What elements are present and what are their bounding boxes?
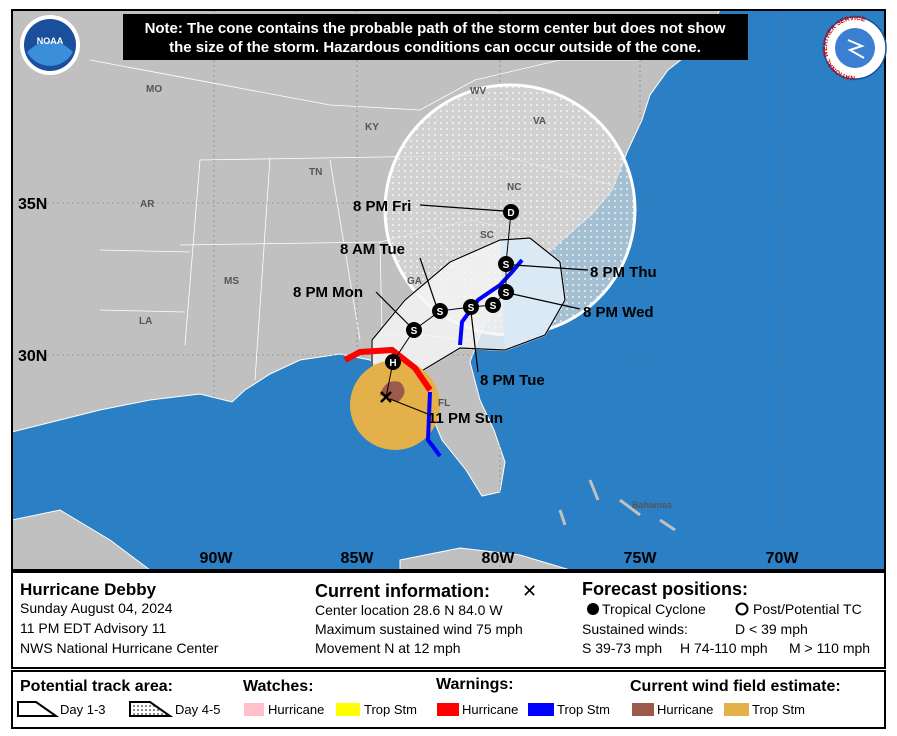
legend-title: Watches: xyxy=(243,678,314,695)
legend-swatch xyxy=(17,701,60,717)
info-panel xyxy=(11,571,886,669)
cone-day-1-3-outline xyxy=(371,237,566,401)
storm-source: NWS National Hurricane Center xyxy=(20,640,219,656)
state-labels: MO KY WV VA TN NC AR SC GA MS LA FL Baha… xyxy=(139,84,672,510)
land-cuba xyxy=(399,547,571,570)
forecast-key-title: Forecast positions: xyxy=(582,579,748,599)
forecast-marker: S xyxy=(490,301,497,312)
current-position xyxy=(380,391,392,403)
forecast-marker: H xyxy=(389,358,396,369)
longitude-label: 80W xyxy=(482,550,516,567)
map xyxy=(12,10,885,570)
key-text: M > 110 mph xyxy=(789,640,870,656)
noaa-logo: NOAA xyxy=(20,15,80,75)
legend-text: Trop Stm xyxy=(364,702,417,717)
storm-advisory: 11 PM EDT Advisory 11 xyxy=(20,620,166,636)
current-info-symbol: ✕ xyxy=(522,581,537,601)
legend-swatch xyxy=(129,701,174,717)
note-text: the size of the storm. Hazardous conditi… xyxy=(169,39,701,56)
legend-title: Current wind field estimate: xyxy=(630,678,841,695)
longitude-label: 75W xyxy=(624,550,658,567)
current-info-line: Maximum sustained wind 75 mph xyxy=(315,621,523,637)
forecast-label: 8 PM Mon xyxy=(293,284,363,301)
current-info-title: Current information: xyxy=(315,581,490,601)
state-label: WV xyxy=(470,86,486,97)
legend-swatch xyxy=(632,703,654,716)
state-label: KY xyxy=(365,122,379,133)
legend-swatch xyxy=(528,703,554,716)
legend-swatch xyxy=(336,703,360,716)
key-text: Tropical Cyclone xyxy=(602,601,706,617)
longitude-label: 90W xyxy=(200,550,234,567)
legend-title: Warnings: xyxy=(436,676,514,693)
forecast-label: 8 PM Tue xyxy=(480,372,545,389)
grid-labels: 35N 30N 90W 85W 80W 75W 70W xyxy=(18,196,799,567)
forecast-label: 8 PM Fri xyxy=(353,198,411,215)
map-border xyxy=(11,9,886,571)
legend-text: Hurricane xyxy=(657,702,713,717)
latitude-label: 35N xyxy=(18,196,47,213)
legend-swatch xyxy=(244,703,264,716)
legend-swatch xyxy=(724,703,749,716)
state-label: SC xyxy=(480,230,494,241)
forecast-points: S S S S S S D H 8 PM Mon 8 AM Tue 8 PM T… xyxy=(293,198,657,427)
tropical-storm-warning-coast xyxy=(458,258,524,346)
islands xyxy=(558,479,676,532)
logo-text: NOAA xyxy=(37,36,64,46)
land-mexico xyxy=(12,509,151,570)
legend-text: Hurricane xyxy=(462,702,518,717)
hurricane-warning xyxy=(343,346,433,392)
forecast-marker: D xyxy=(507,208,514,219)
state-label: TN xyxy=(309,167,322,178)
legend-text: Trop Stm xyxy=(557,702,610,717)
key-text: H 74-110 mph xyxy=(680,640,768,656)
state-label: GA xyxy=(407,276,422,287)
state-label: MO xyxy=(146,84,162,95)
legend-title: Potential track area: xyxy=(20,678,173,695)
note-text: Note: The cone contains the probable pat… xyxy=(145,20,726,37)
forecast-label: 8 AM Tue xyxy=(340,241,405,258)
legend-text: Hurricane xyxy=(268,702,324,717)
forecast-marker: S xyxy=(411,326,418,337)
forecast-marker: S xyxy=(437,307,444,318)
current-info-line: Center location 28.6 N 84.0 W xyxy=(315,602,503,618)
forecast-label: 8 PM Wed xyxy=(583,304,654,321)
longitude-label: 70W xyxy=(766,550,800,567)
key-text: S 39-73 mph xyxy=(582,640,662,656)
forecast-marker: S xyxy=(503,288,510,299)
state-label: MS xyxy=(224,276,239,287)
legend-panel xyxy=(11,670,886,729)
key-symbol xyxy=(587,603,599,615)
place-label: Bahamas xyxy=(632,500,672,510)
forecast-marker: S xyxy=(503,260,510,271)
storm-date: Sunday August 04, 2024 xyxy=(20,600,173,616)
legend-text: Day 4-5 xyxy=(175,702,221,717)
key-text: Post/Potential TC xyxy=(753,601,862,617)
key-symbol xyxy=(735,602,749,616)
note-box xyxy=(123,14,748,60)
forecast-label: 8 PM Thu xyxy=(590,264,657,281)
state-label: FL xyxy=(438,398,450,409)
key-text: Sustained winds: xyxy=(582,621,688,637)
state-label: LA xyxy=(139,316,152,327)
forecast-marker: S xyxy=(468,303,475,314)
nws-logo: NATIONAL WEATHER SERVICE xyxy=(822,15,887,81)
state-label: VA xyxy=(533,116,546,127)
longitude-label: 85W xyxy=(341,550,375,567)
state-label: NC xyxy=(507,182,521,193)
legend-swatch xyxy=(437,703,459,716)
legend-text: Trop Stm xyxy=(752,702,805,717)
storm-name: Hurricane Debby xyxy=(20,580,157,599)
tropical-storm-warning-florida xyxy=(425,391,442,458)
state-label: AR xyxy=(140,199,155,210)
wind-field-tropical-storm xyxy=(350,360,440,450)
legend-text: Day 1-3 xyxy=(60,702,106,717)
current-info-line: Movement N at 12 mph xyxy=(315,640,461,656)
forecast-label: 11 PM Sun xyxy=(428,410,503,427)
key-text: D < 39 mph xyxy=(735,621,808,637)
latitude-label: 30N xyxy=(18,348,47,365)
